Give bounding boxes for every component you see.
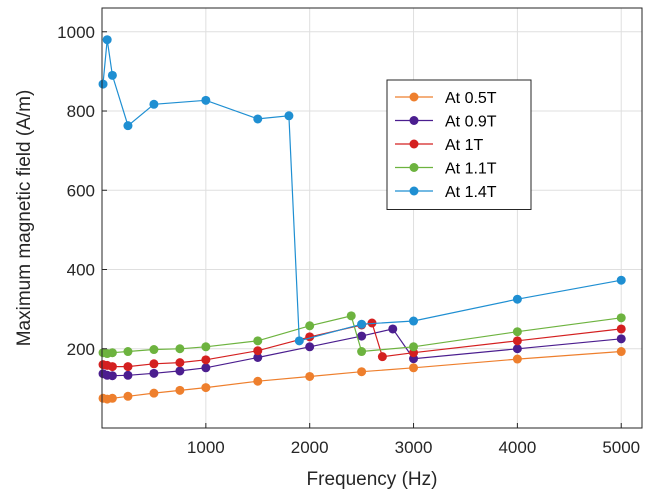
- data-point: [294, 336, 304, 346]
- data-point: [149, 368, 159, 378]
- data-point: [305, 371, 315, 381]
- data-point: [253, 114, 263, 124]
- data-point: [512, 354, 522, 364]
- data-point: [253, 376, 263, 386]
- data-point: [305, 342, 315, 352]
- data-point: [357, 319, 367, 329]
- data-point: [107, 362, 117, 372]
- data-point: [149, 388, 159, 398]
- y-tick-label: 200: [67, 340, 95, 359]
- legend-marker: [409, 116, 419, 125]
- data-point: [616, 275, 626, 285]
- x-tick-label: 5000: [602, 438, 640, 457]
- data-point: [357, 347, 367, 357]
- data-point: [253, 336, 263, 346]
- data-point: [107, 393, 117, 403]
- data-point: [175, 385, 185, 395]
- data-point: [123, 121, 133, 131]
- legend-marker: [409, 92, 419, 102]
- legend-marker: [409, 186, 419, 196]
- x-tick-label: 1000: [187, 438, 225, 457]
- series-5: [98, 35, 626, 346]
- data-point: [123, 370, 133, 380]
- data-point: [107, 348, 117, 358]
- data-point: [616, 347, 626, 357]
- data-point: [123, 362, 133, 372]
- data-point: [98, 79, 108, 89]
- data-point: [102, 35, 112, 45]
- legend: At 0.5T At 0.9T At 1T At 1.1T At 1.4T: [386, 79, 532, 210]
- data-point: [616, 313, 626, 323]
- data-point: [357, 331, 367, 341]
- data-point: [149, 99, 159, 109]
- series-group: [98, 35, 626, 404]
- data-point: [409, 342, 419, 352]
- plot-frame: [101, 7, 643, 429]
- legend-entry-label: At 1.4T: [445, 184, 497, 201]
- series-1: [98, 347, 626, 404]
- data-point: [409, 316, 419, 326]
- x-tick-label: 2000: [291, 438, 329, 457]
- data-point: [123, 347, 133, 357]
- legend-entry-label: At 1.1T: [445, 161, 497, 178]
- data-point: [175, 344, 185, 354]
- data-point: [616, 334, 626, 344]
- y-axis-title: Maximum magnetic field (A/m): [14, 90, 35, 347]
- data-point: [512, 336, 522, 346]
- data-point: [201, 342, 211, 352]
- data-point: [201, 383, 211, 393]
- plot-background: [102, 8, 642, 428]
- data-point: [616, 324, 626, 334]
- data-point: [149, 359, 159, 369]
- data-point: [284, 111, 294, 121]
- x-axis-title: Frequency (Hz): [307, 469, 438, 490]
- data-point: [175, 366, 185, 376]
- data-point: [123, 391, 133, 401]
- data-point: [201, 95, 211, 105]
- data-point: [512, 344, 522, 354]
- y-tick-label: 1000: [57, 23, 95, 42]
- data-point: [149, 345, 159, 355]
- data-point: [512, 327, 522, 337]
- data-point: [253, 346, 263, 356]
- grid: [102, 8, 642, 428]
- data-point: [388, 324, 398, 334]
- data-point: [253, 352, 263, 362]
- data-point: [107, 70, 117, 80]
- data-point: [201, 355, 211, 365]
- data-point: [346, 311, 356, 321]
- y-tick-label: 800: [67, 102, 95, 121]
- y-tick-label: 400: [67, 261, 95, 280]
- data-point: [201, 363, 211, 373]
- y-tick-label: 600: [67, 181, 95, 200]
- tick-labels: 1000 2000 3000 4000 5000 200 400 600 800 1000: [57, 23, 640, 457]
- data-point: [357, 367, 367, 377]
- data-point: [175, 358, 185, 368]
- data-point: [512, 294, 522, 304]
- legend-entry-label: At 0.9T: [445, 114, 497, 131]
- data-point: [107, 371, 117, 381]
- legend-entry-label: At 1T: [445, 137, 483, 154]
- legend-entry-label: At 0.5T: [445, 90, 497, 107]
- data-point: [377, 352, 387, 362]
- legend-marker: [409, 139, 419, 149]
- data-point: [409, 363, 419, 373]
- x-tick-label: 3000: [395, 438, 433, 457]
- legend-marker: [409, 163, 419, 172]
- x-tick-label: 4000: [498, 438, 536, 457]
- data-point: [305, 321, 315, 331]
- series-4: [98, 311, 626, 359]
